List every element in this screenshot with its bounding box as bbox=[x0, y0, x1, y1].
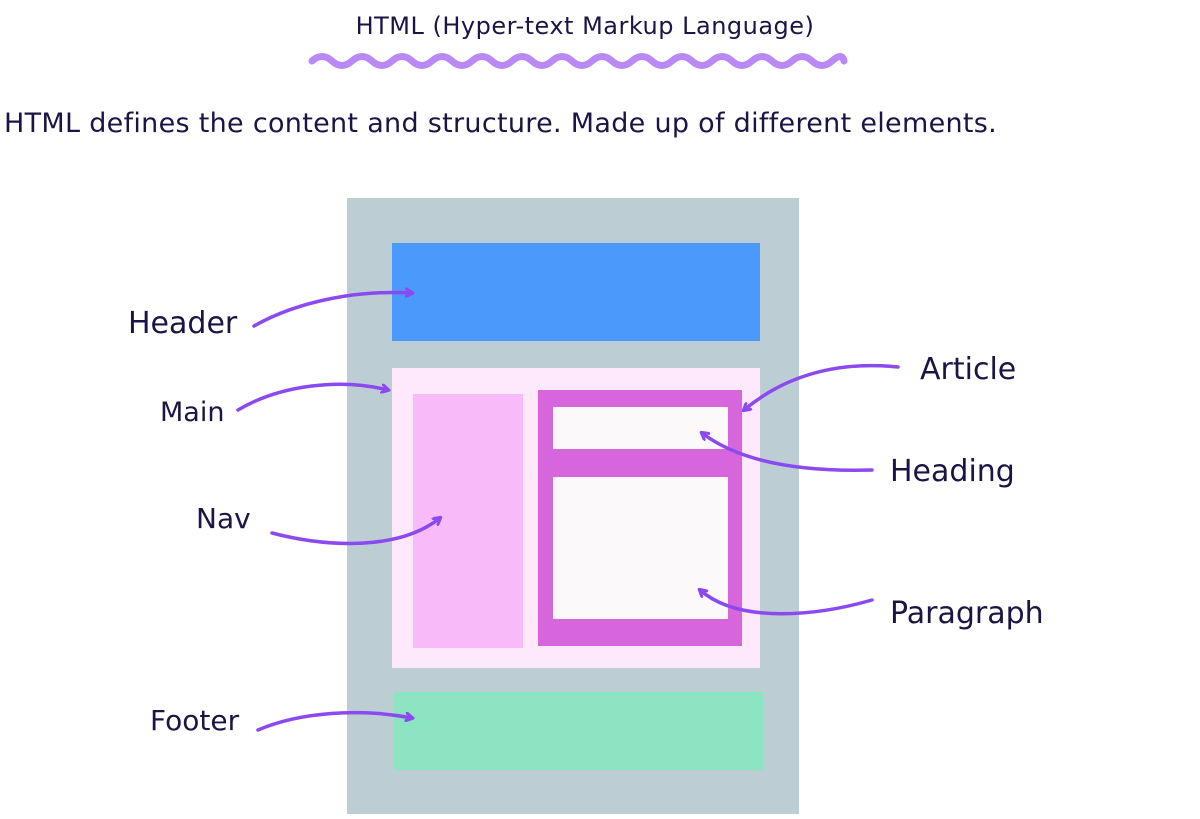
title-squiggle-underline bbox=[308, 53, 848, 69]
header-block bbox=[392, 243, 760, 341]
footer-block bbox=[394, 692, 763, 770]
diagram-subtitle: HTML defines the content and structure. … bbox=[4, 108, 998, 139]
label-main: Main bbox=[160, 397, 225, 428]
label-article: Article bbox=[920, 352, 1017, 387]
label-paragraph: Paragraph bbox=[890, 596, 1044, 631]
arrow-main bbox=[236, 382, 388, 412]
arrow-article bbox=[744, 363, 900, 410]
label-nav: Nav bbox=[196, 502, 251, 535]
label-header: Header bbox=[128, 306, 238, 341]
arrow-nav bbox=[270, 518, 440, 546]
label-footer: Footer bbox=[150, 704, 240, 737]
arrow-footer bbox=[256, 710, 412, 732]
arrow-header bbox=[252, 292, 412, 328]
arrow-paragraph bbox=[700, 590, 874, 616]
arrow-heading bbox=[702, 433, 874, 472]
heading-block bbox=[553, 407, 728, 449]
nav-block bbox=[413, 394, 523, 648]
label-heading: Heading bbox=[890, 454, 1015, 489]
diagram-title: HTML (Hyper-text Markup Language) bbox=[355, 12, 815, 40]
